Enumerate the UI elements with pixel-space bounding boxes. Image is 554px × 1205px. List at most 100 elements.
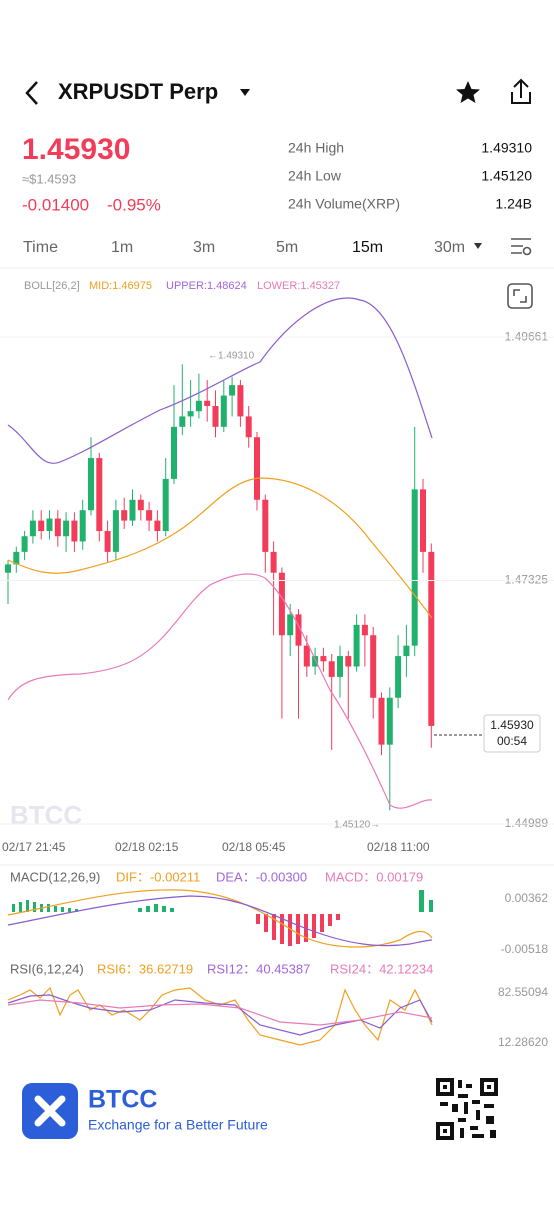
stat-value: 1.49310 <box>481 140 532 156</box>
interval-tab[interactable]: Time <box>23 239 58 256</box>
candle-body <box>88 458 94 511</box>
interval-tab-active[interactable]: 15m <box>352 239 383 256</box>
candle-body <box>220 395 227 427</box>
candle-body <box>328 661 335 677</box>
interval-tabs: Time 1m 3m 5m 15m 30m <box>23 238 532 256</box>
dea-line <box>7 895 433 947</box>
candle-body <box>287 614 294 636</box>
high-note: ←1.49310 <box>208 351 255 362</box>
price-change: -0.01400 <box>22 195 89 214</box>
candle-body <box>378 697 385 745</box>
rsi-panel: RSI(6,12,24) RSI6：36.62719 RSI12：40.4538… <box>7 961 548 1070</box>
candle-body <box>337 656 343 677</box>
stat-value: 1.24B <box>495 196 532 212</box>
candle-body <box>295 614 302 646</box>
macd-name: MACD(12,26,9) <box>10 869 100 884</box>
candle-body <box>104 531 111 552</box>
rsi24-line <box>7 999 433 1026</box>
macd-histogram-up <box>8 900 174 912</box>
chart-settings[interactable] <box>511 238 532 256</box>
time-label: 02/18 11:00 <box>367 840 430 854</box>
candle-body <box>320 656 327 662</box>
rsi12: RSI12：40.45387 <box>207 961 310 976</box>
ticker: 1.45930 ≈$1.4593 -0.01400 -0.95% 24h Hig… <box>22 133 532 215</box>
time-label: 02/18 02:15 <box>115 840 179 854</box>
last-price-tag <box>483 714 541 753</box>
interval-tab[interactable]: 3m <box>193 239 215 256</box>
boll-upper-line <box>7 297 433 464</box>
boll-mid: MID:1.46975 <box>89 280 152 292</box>
last-price: 1.45930 <box>22 133 130 166</box>
rsi6: RSI6：36.62719 <box>97 961 193 976</box>
candle-body <box>112 510 119 552</box>
time-label: 02/18 05:45 <box>222 840 286 854</box>
main-chart: BOLL[26,2] MID:1.46975 UPPER:1.48624 LOW… <box>0 280 554 854</box>
boll-upper: UPPER:1.48624 <box>166 280 247 292</box>
candle-body <box>5 564 11 573</box>
candle-body <box>303 645 310 667</box>
rsi6-line <box>7 986 433 1046</box>
rsi-bottom: 12.28620 <box>498 1035 548 1049</box>
candle-body <box>312 656 319 667</box>
fullscreen-button[interactable] <box>507 283 533 309</box>
candle-body <box>154 520 161 532</box>
boll-lower: LOWER:1.45327 <box>257 280 340 292</box>
rsi24: RSI24：42.12234 <box>330 961 433 976</box>
candle-body <box>395 656 402 698</box>
brand-name: BTCC <box>88 1086 157 1114</box>
interval-tab[interactable]: 1m <box>111 239 133 256</box>
candle-body <box>204 400 211 406</box>
candle-body <box>361 624 368 636</box>
candle-body <box>229 385 236 396</box>
brand-slogan: Exchange for a Better Future <box>88 1117 268 1133</box>
candle-body <box>38 520 45 532</box>
macd-bottom: -0.00518 <box>501 942 549 956</box>
candle-body <box>21 536 28 552</box>
macd-dea: DEA：-0.00300 <box>216 869 307 884</box>
price-change-pct: -0.95% <box>107 195 161 214</box>
time-label: 02/17 21:45 <box>2 840 66 854</box>
symbol-dropdown[interactable] <box>240 89 250 96</box>
candle-body <box>254 437 260 500</box>
candle-body <box>411 489 418 646</box>
candle-body <box>54 518 61 537</box>
rsi12-line <box>7 994 433 1036</box>
boll-mid-line <box>7 477 433 619</box>
candle-body <box>187 411 194 417</box>
macd-dif: DIF：-0.00211 <box>116 869 200 884</box>
candle-body <box>403 645 410 657</box>
interval-tab[interactable]: 5m <box>276 239 298 256</box>
candle-body <box>121 510 128 521</box>
header: XRPUSDT Perp <box>25 78 531 105</box>
symbol-title[interactable]: XRPUSDT Perp <box>58 79 218 104</box>
candle-body <box>262 499 269 552</box>
interval-tab[interactable]: 30m <box>434 239 465 256</box>
watermark: BTCC <box>10 800 82 830</box>
back-button[interactable] <box>25 81 38 105</box>
candle-body <box>245 416 252 438</box>
y-tick-label: 1.49661 <box>505 329 549 343</box>
candle-body <box>237 385 244 417</box>
brand-logo-mark <box>34 1095 66 1127</box>
candle-body <box>137 499 144 511</box>
footer-banner: BTCC Exchange for a Better Future <box>0 1058 554 1200</box>
interval-dropdown[interactable] <box>474 243 482 249</box>
countdown: 00:54 <box>497 734 527 748</box>
macd-top: 0.00362 <box>505 891 549 905</box>
indicator-name: BOLL[26,2] <box>24 280 80 292</box>
candle-body <box>162 478 169 532</box>
macd-panel: MACD(12,26,9) DIF：-0.00211 DEA：-0.00300 … <box>7 869 549 956</box>
qr-code <box>436 1078 498 1140</box>
favorite-button[interactable] <box>456 81 480 103</box>
share-button[interactable] <box>511 78 531 104</box>
dif-line <box>7 889 433 948</box>
stat-label: 24h Volume(XRP) <box>288 196 400 212</box>
candle-body <box>428 551 435 726</box>
low-note: 1.45120→ <box>334 820 380 831</box>
candle-body <box>46 518 53 532</box>
y-tick-label: 1.44989 <box>505 816 549 830</box>
stat-label: 24h Low <box>288 168 342 184</box>
last-price-label: 1.45930 <box>490 718 534 732</box>
